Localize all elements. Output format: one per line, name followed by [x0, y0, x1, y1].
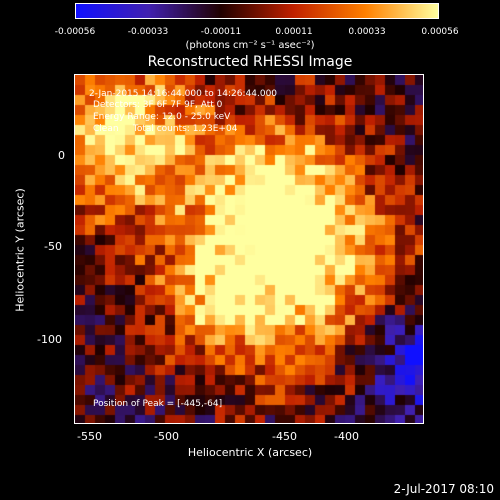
x-axis-label: Heliocentric X (arcsec): [187, 446, 313, 459]
colorbar-tick: -0.00011: [200, 27, 242, 37]
energy-range-label: Energy Range: 12.0 - 25.0 keV: [93, 112, 231, 122]
plot-title: Reconstructed RHESSI Image: [147, 54, 353, 70]
image-plot: 2-Jan-2015 14:16:44.000 to 14:26:44.000 …: [74, 74, 424, 424]
time-range-label: 2-Jan-2015 14:16:44.000 to 14:26:44.000: [89, 89, 278, 99]
colorbar-tick: -0.00033: [127, 27, 169, 37]
y-tick: -50: [44, 240, 62, 253]
colorbar: [75, 3, 439, 19]
colorbar-tick: -0.00056: [54, 27, 96, 37]
x-tick: -450: [272, 430, 297, 443]
peak-position-label: Position of Peak = [-445,-64]: [93, 399, 223, 409]
x-tick: -400: [334, 430, 359, 443]
y-tick: -100: [37, 333, 62, 346]
colorbar-tick: 0.00056: [421, 27, 459, 37]
x-tick: -550: [77, 430, 102, 443]
generation-date: 2-Jul-2017 08:10: [393, 482, 494, 496]
colorbar-units: (photons cm⁻² s⁻¹ asec⁻²): [185, 40, 315, 51]
detectors-label: Detectors: 3F 6F 7F 9F, Att 0: [93, 100, 223, 110]
colorbar-tick: 0.00033: [348, 27, 386, 37]
heatmap-image: [75, 75, 423, 423]
colorbar-tick: 0.00011: [275, 27, 313, 37]
y-axis-label: Heliocentric Y (arcsec): [13, 188, 27, 312]
x-tick: -500: [154, 430, 179, 443]
clean-counts-label: Clean Total counts: 1.23E+04: [93, 124, 238, 134]
y-tick: 0: [58, 149, 65, 162]
